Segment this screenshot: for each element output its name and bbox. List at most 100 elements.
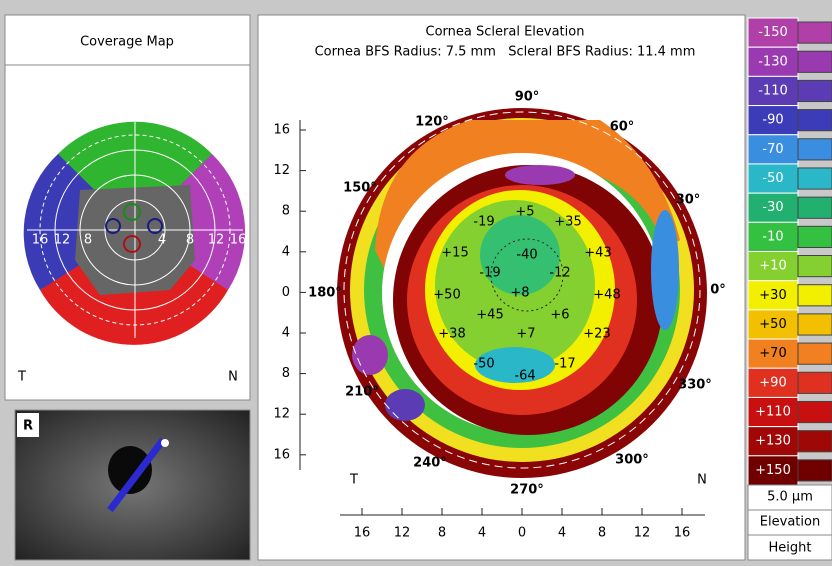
angle-label: 120° — [415, 115, 449, 130]
y-label: 16 — [273, 123, 290, 138]
scale-swatch-edge — [798, 22, 832, 43]
angle-label: 150° — [343, 181, 377, 196]
angle-label: 210° — [345, 385, 379, 400]
ring-label: 16 — [230, 233, 247, 248]
x-label: 16 — [674, 526, 691, 541]
angle-label: 90° — [515, 90, 540, 105]
elevation-value: +38 — [438, 327, 465, 342]
x-label: 8 — [598, 526, 606, 541]
scale-label: -50 — [762, 171, 783, 186]
y-label: 12 — [273, 407, 290, 422]
elevation-value: +45 — [476, 308, 503, 323]
y-label: 16 — [273, 447, 290, 462]
scale-swatch-edge — [798, 314, 832, 335]
elevation-value: +43 — [584, 246, 611, 261]
mode-height[interactable]: Height — [769, 541, 812, 556]
scale-swatch-edge — [798, 139, 832, 160]
y-label: 12 — [273, 163, 290, 178]
screen: Coverage Map 16 12 8 4 8 12 16 T N R Cornea Sc… — [0, 0, 832, 562]
scale-label: -130 — [758, 54, 788, 69]
scale-swatch-edge — [798, 51, 832, 72]
scale-swatch-edge — [798, 431, 832, 452]
coverage-t: T — [17, 370, 26, 385]
scale-swatch-edge — [798, 372, 832, 393]
elevation-value: -64 — [514, 369, 535, 384]
scale-label: -90 — [762, 113, 783, 128]
y-label: 4 — [282, 244, 290, 259]
x-label: 16 — [354, 526, 371, 541]
elevation-value: +15 — [441, 246, 468, 261]
x-label: 8 — [438, 526, 446, 541]
scale-swatch-edge — [798, 343, 832, 364]
map-n: N — [697, 473, 707, 488]
scale-swatch-edge — [798, 110, 832, 131]
scale-label: +110 — [755, 405, 791, 420]
scale-step: 5.0 µm — [767, 490, 813, 505]
angle-label: 0° — [710, 283, 726, 298]
scale-swatch-edge — [798, 256, 832, 277]
elevation-title: Cornea Scleral Elevation — [426, 25, 585, 40]
x-label: 0 — [518, 526, 526, 541]
scale-label: +30 — [759, 288, 786, 303]
scale-label: -150 — [758, 25, 788, 40]
ring-label: 12 — [54, 233, 71, 248]
elevation-value: +7 — [516, 327, 535, 342]
scale-label: -30 — [762, 200, 783, 215]
page: Coverage Map 16 12 8 4 8 12 16 T N R Cornea Sc… — [0, 0, 832, 566]
angle-label: 300° — [615, 453, 649, 468]
ring-label: 4 — [158, 233, 166, 248]
y-label: 0 — [282, 285, 290, 300]
elevation-value: +48 — [593, 288, 620, 303]
angle-label: 180° — [308, 286, 342, 301]
ring-label: 8 — [84, 233, 92, 248]
scale-label: +10 — [759, 259, 786, 274]
scale-swatch-edge — [798, 80, 832, 101]
coverage-title: Coverage Map — [80, 35, 174, 50]
scale-swatch-edge — [798, 197, 832, 218]
eye-label: R — [23, 419, 33, 434]
y-label: 8 — [282, 204, 290, 219]
elevation-value: -50 — [473, 357, 494, 372]
scale-label: -10 — [762, 229, 783, 244]
x-label: 12 — [634, 526, 651, 541]
y-label: 8 — [282, 366, 290, 381]
scale-swatch-edge — [798, 401, 832, 422]
elevation-value: -19 — [473, 215, 494, 230]
ring-label: 8 — [186, 233, 194, 248]
coverage-n: N — [228, 370, 238, 385]
scale-swatch-edge — [798, 168, 832, 189]
elevation-value: +50 — [433, 288, 460, 303]
elevation-value: +5 — [515, 205, 534, 220]
scale-label: +70 — [759, 346, 786, 361]
scale-label: +150 — [755, 463, 791, 478]
scale-swatch-edge — [798, 285, 832, 306]
map-t: T — [349, 473, 358, 488]
glint — [161, 439, 169, 447]
ring-label: 12 — [208, 233, 225, 248]
elevation-value: -19 — [479, 266, 500, 281]
elevation-value: -40 — [516, 248, 537, 263]
scale-label: +130 — [755, 434, 791, 449]
scale-swatch-edge — [798, 460, 832, 481]
x-label: 4 — [478, 526, 486, 541]
y-label: 4 — [282, 326, 290, 341]
scale-swatch-edge — [798, 226, 832, 247]
elevation-value: +23 — [583, 327, 610, 342]
x-label: 4 — [558, 526, 566, 541]
x-label: 12 — [394, 526, 411, 541]
angle-label: 60° — [610, 120, 635, 135]
scale-label: +90 — [759, 375, 786, 390]
elevation-subtitle: Cornea BFS Radius: 7.5 mm Scleral BFS Ra… — [315, 45, 696, 60]
scale-label: +50 — [759, 317, 786, 332]
elevation-value: -17 — [554, 357, 575, 372]
angle-label: 240° — [413, 456, 447, 471]
elevation-value: +8 — [510, 286, 529, 301]
angle-label: 30° — [676, 193, 701, 208]
elevation-value: +6 — [550, 308, 569, 323]
angle-label: 270° — [510, 483, 544, 498]
mode-elevation[interactable]: Elevation — [760, 515, 820, 530]
scale-label: -70 — [762, 142, 783, 157]
angle-label: 330° — [678, 378, 712, 393]
elevation-value: +35 — [554, 215, 581, 230]
scale-label: -110 — [758, 83, 788, 98]
